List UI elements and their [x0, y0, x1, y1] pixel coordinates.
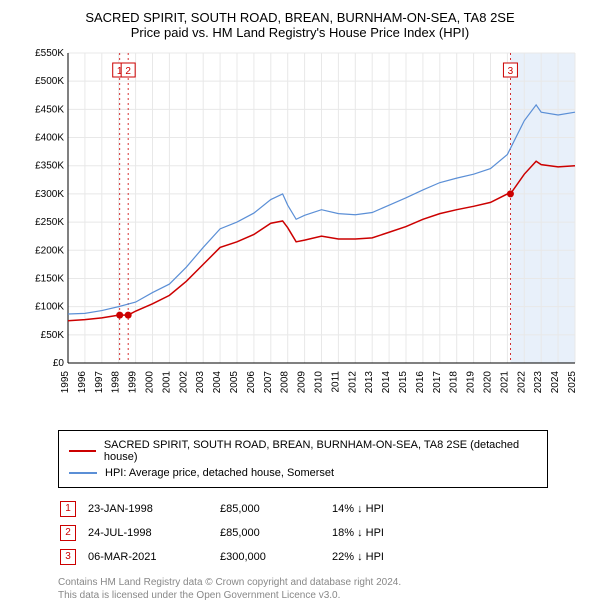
svg-text:2021: 2021 — [499, 371, 510, 394]
marker-date: 24-JUL-1998 — [88, 522, 218, 544]
svg-text:2019: 2019 — [466, 371, 477, 394]
svg-text:2003: 2003 — [195, 371, 206, 394]
svg-text:2007: 2007 — [263, 371, 274, 394]
svg-text:2014: 2014 — [381, 371, 392, 394]
marker-row: 1 23-JAN-1998£85,00014% ↓ HPI — [60, 498, 394, 520]
svg-text:2023: 2023 — [533, 371, 544, 394]
svg-text:2025: 2025 — [567, 371, 578, 394]
svg-text:£0: £0 — [53, 358, 65, 369]
chart-area: £0 £50K £100K £150K £200K £250K £300K £350K £400… — [20, 48, 580, 418]
svg-text:1996: 1996 — [77, 371, 88, 394]
svg-text:£200K: £200K — [35, 245, 64, 256]
markers-table: 1 23-JAN-1998£85,00014% ↓ HPI 2 24-JUL-1998… — [58, 496, 396, 570]
footer-attribution: Contains HM Land Registry data © Crown c… — [58, 576, 580, 602]
svg-text:£450K: £450K — [35, 104, 64, 115]
footer-line-2: This data is licensed under the Open Gov… — [58, 589, 580, 602]
svg-text:2009: 2009 — [297, 371, 308, 394]
svg-text:2022: 2022 — [516, 371, 527, 394]
legend-row: HPI: Average price, detached house, Some… — [69, 465, 537, 481]
svg-text:£300K: £300K — [35, 189, 64, 200]
marker-delta: 18% ↓ HPI — [332, 522, 394, 544]
svg-text:2012: 2012 — [347, 371, 358, 394]
marker-date: 23-JAN-1998 — [88, 498, 218, 520]
legend-row: SACRED SPIRIT, SOUTH ROAD, BREAN, BURNHA… — [69, 437, 537, 465]
svg-text:2006: 2006 — [246, 371, 257, 394]
svg-text:£250K: £250K — [35, 217, 64, 228]
legend-swatch — [69, 450, 96, 452]
svg-text:1997: 1997 — [94, 371, 105, 394]
legend-label: HPI: Average price, detached house, Some… — [105, 467, 334, 479]
svg-text:£100K: £100K — [35, 302, 64, 313]
chart-title: SACRED SPIRIT, SOUTH ROAD, BREAN, BURNHA… — [10, 10, 590, 25]
line-chart-svg: £0 £50K £100K £150K £200K £250K £300K £350K £400… — [20, 48, 580, 418]
svg-text:2013: 2013 — [364, 371, 375, 394]
svg-text:2016: 2016 — [415, 371, 426, 394]
svg-text:2017: 2017 — [432, 371, 443, 394]
svg-text:£400K: £400K — [35, 133, 64, 144]
svg-text:2002: 2002 — [178, 371, 189, 394]
marker-delta: 22% ↓ HPI — [332, 546, 394, 568]
svg-text:2000: 2000 — [145, 371, 156, 394]
marker-price: £85,000 — [220, 498, 330, 520]
marker-price: £300,000 — [220, 546, 330, 568]
svg-text:2: 2 — [125, 66, 131, 77]
svg-text:2015: 2015 — [398, 371, 409, 394]
legend-label: SACRED SPIRIT, SOUTH ROAD, BREAN, BURNHA… — [104, 439, 537, 463]
chart-subtitle: Price paid vs. HM Land Registry's House … — [10, 25, 590, 40]
legend-box: SACRED SPIRIT, SOUTH ROAD, BREAN, BURNHA… — [58, 430, 548, 488]
marker-row: 3 06-MAR-2021£300,00022% ↓ HPI — [60, 546, 394, 568]
marker-number-box: 3 — [60, 549, 76, 565]
svg-text:2008: 2008 — [280, 371, 291, 394]
marker-number-box: 1 — [60, 501, 76, 517]
footer-line-1: Contains HM Land Registry data © Crown c… — [58, 576, 580, 589]
svg-text:2018: 2018 — [449, 371, 460, 394]
marker-date: 06-MAR-2021 — [88, 546, 218, 568]
svg-text:£350K: £350K — [35, 161, 64, 172]
svg-text:2024: 2024 — [550, 371, 561, 394]
svg-text:2001: 2001 — [161, 371, 172, 394]
marker-price: £85,000 — [220, 522, 330, 544]
legend-swatch — [69, 472, 97, 474]
svg-text:2010: 2010 — [314, 371, 325, 394]
marker-row: 2 24-JUL-1998£85,00018% ↓ HPI — [60, 522, 394, 544]
marker-number-box: 2 — [60, 525, 76, 541]
svg-text:2011: 2011 — [330, 371, 341, 393]
svg-text:2020: 2020 — [483, 371, 494, 394]
marker-delta: 14% ↓ HPI — [332, 498, 394, 520]
svg-text:1999: 1999 — [128, 371, 139, 394]
svg-text:£550K: £550K — [35, 48, 64, 59]
svg-text:£150K: £150K — [35, 273, 64, 284]
svg-text:2004: 2004 — [212, 371, 223, 394]
svg-text:3: 3 — [508, 66, 514, 77]
svg-text:1998: 1998 — [111, 371, 122, 394]
svg-text:£500K: £500K — [35, 76, 64, 87]
svg-text:£50K: £50K — [41, 330, 65, 341]
svg-text:2005: 2005 — [229, 371, 240, 394]
svg-text:1995: 1995 — [60, 371, 71, 394]
